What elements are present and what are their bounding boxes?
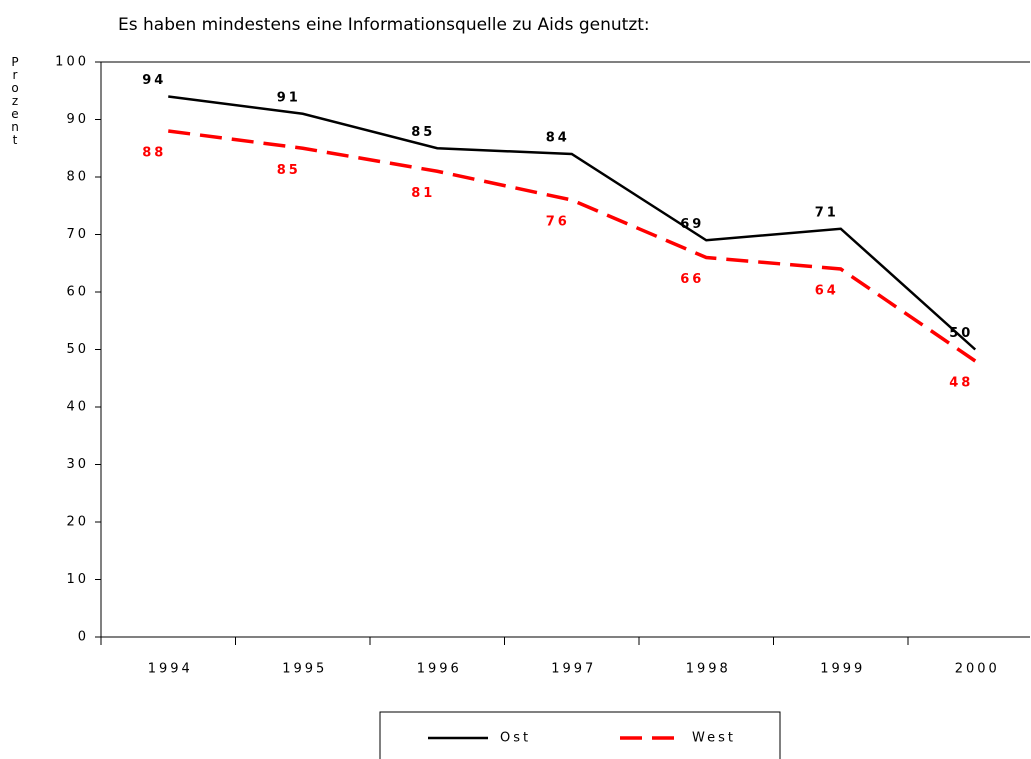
x-tick-label: 1998 xyxy=(686,662,731,677)
y-tick-label: 70 xyxy=(66,227,89,242)
line-series xyxy=(168,95,977,351)
y-tick-label: 20 xyxy=(66,515,89,530)
y-tick-label: 100 xyxy=(55,55,89,70)
legend-label: West xyxy=(692,731,736,746)
x-tick-label: 1995 xyxy=(282,662,327,677)
x-tick-label: 1994 xyxy=(148,662,193,677)
data-label: 85 xyxy=(411,125,435,140)
data-label: 85 xyxy=(277,163,301,178)
data-label: 76 xyxy=(546,215,570,230)
legend-box xyxy=(379,711,781,759)
y-tick-label: 30 xyxy=(66,457,89,472)
data-label: 64 xyxy=(815,284,839,299)
x-tick-label: 1997 xyxy=(551,662,596,677)
data-label: 48 xyxy=(949,376,973,391)
legend-label: Ost xyxy=(500,731,531,746)
data-label: 71 xyxy=(815,205,839,220)
data-label: 66 xyxy=(680,272,704,287)
x-tick-label: 2000 xyxy=(955,662,1000,677)
data-label: 84 xyxy=(546,131,570,146)
y-tick-label: 90 xyxy=(66,112,89,127)
data-label: 50 xyxy=(949,326,973,341)
x-tick-label: 1996 xyxy=(417,662,462,677)
data-label: 91 xyxy=(277,90,301,105)
y-tick-label: 80 xyxy=(66,170,89,185)
y-tick-label: 10 xyxy=(66,572,89,587)
data-label: 88 xyxy=(142,146,166,161)
data-label: 81 xyxy=(411,186,435,201)
y-tick-label: 40 xyxy=(66,400,89,415)
y-tick-label: 50 xyxy=(66,342,89,357)
data-label: 94 xyxy=(142,73,166,88)
x-tick-label: 1999 xyxy=(820,662,865,677)
chart-title: Es haben mindestens eine Informationsque… xyxy=(118,15,650,35)
line-series xyxy=(168,129,977,363)
y-tick-label: 60 xyxy=(66,285,89,300)
y-tick-label: 0 xyxy=(78,630,89,645)
y-axis-label: Prozent xyxy=(8,55,22,146)
data-label: 69 xyxy=(680,217,704,232)
